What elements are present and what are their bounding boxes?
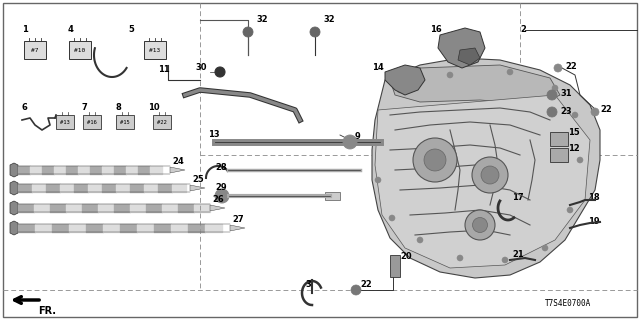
Circle shape bbox=[343, 135, 357, 149]
Circle shape bbox=[397, 87, 403, 93]
Text: T7S4E0700A: T7S4E0700A bbox=[545, 299, 591, 308]
Bar bbox=[153, 115, 171, 129]
Text: 26: 26 bbox=[212, 195, 224, 204]
Polygon shape bbox=[10, 163, 18, 177]
Text: 4: 4 bbox=[68, 25, 74, 34]
Text: 17: 17 bbox=[512, 193, 524, 202]
Text: #15: #15 bbox=[120, 121, 130, 125]
Circle shape bbox=[310, 27, 320, 37]
Polygon shape bbox=[10, 201, 18, 215]
Polygon shape bbox=[210, 205, 225, 211]
Circle shape bbox=[215, 189, 229, 203]
Text: 3: 3 bbox=[305, 280, 311, 289]
Circle shape bbox=[215, 67, 225, 77]
Text: 23: 23 bbox=[560, 107, 572, 116]
Text: 28: 28 bbox=[215, 163, 227, 172]
Bar bbox=[550, 132, 568, 146]
Text: 9: 9 bbox=[355, 132, 361, 141]
Bar bbox=[116, 115, 134, 129]
Text: FR.: FR. bbox=[38, 306, 56, 316]
Circle shape bbox=[457, 255, 463, 261]
Circle shape bbox=[481, 166, 499, 184]
Text: 30: 30 bbox=[195, 63, 207, 72]
Text: #22: #22 bbox=[157, 121, 167, 125]
Text: 8: 8 bbox=[115, 103, 121, 112]
Text: 32: 32 bbox=[323, 15, 335, 24]
Bar bbox=[83, 115, 101, 129]
Text: 22: 22 bbox=[360, 280, 372, 289]
Text: 25: 25 bbox=[192, 175, 204, 184]
Circle shape bbox=[375, 177, 381, 183]
Circle shape bbox=[472, 157, 508, 193]
Polygon shape bbox=[372, 58, 600, 278]
Text: 22: 22 bbox=[565, 62, 577, 71]
Bar bbox=[550, 148, 568, 162]
Text: 12: 12 bbox=[568, 144, 580, 153]
Polygon shape bbox=[10, 221, 18, 235]
Text: 22: 22 bbox=[600, 105, 612, 114]
Text: 32: 32 bbox=[256, 15, 268, 24]
Bar bbox=[144, 41, 166, 59]
Circle shape bbox=[447, 72, 453, 78]
Text: #13: #13 bbox=[60, 121, 70, 125]
Circle shape bbox=[351, 285, 361, 295]
Circle shape bbox=[507, 69, 513, 75]
Text: 5: 5 bbox=[128, 25, 134, 34]
Text: 11: 11 bbox=[158, 65, 170, 74]
Polygon shape bbox=[10, 181, 18, 195]
Circle shape bbox=[572, 112, 578, 118]
Text: 29: 29 bbox=[215, 183, 227, 192]
Circle shape bbox=[554, 64, 562, 72]
Text: 24: 24 bbox=[172, 157, 184, 166]
Circle shape bbox=[243, 27, 253, 37]
Text: #13: #13 bbox=[149, 49, 161, 53]
Text: 10: 10 bbox=[148, 103, 159, 112]
Bar bbox=[325, 192, 340, 200]
Circle shape bbox=[577, 157, 583, 163]
Circle shape bbox=[567, 207, 573, 213]
Polygon shape bbox=[438, 28, 485, 68]
Text: #16: #16 bbox=[87, 121, 97, 125]
Text: 19: 19 bbox=[588, 217, 600, 226]
Circle shape bbox=[413, 138, 457, 182]
Text: #10: #10 bbox=[74, 49, 86, 53]
Text: 7: 7 bbox=[82, 103, 88, 112]
Polygon shape bbox=[375, 95, 590, 268]
Bar bbox=[56, 115, 74, 129]
Circle shape bbox=[424, 149, 446, 171]
Circle shape bbox=[417, 237, 423, 243]
Circle shape bbox=[472, 218, 488, 233]
Circle shape bbox=[542, 245, 548, 251]
Circle shape bbox=[465, 210, 495, 240]
Circle shape bbox=[591, 108, 599, 116]
Circle shape bbox=[552, 85, 558, 91]
Text: 14: 14 bbox=[372, 63, 384, 72]
Bar bbox=[24, 41, 46, 59]
Text: 13: 13 bbox=[208, 130, 220, 139]
Text: 15: 15 bbox=[568, 128, 580, 137]
Bar bbox=[69, 41, 91, 59]
Text: 18: 18 bbox=[588, 193, 600, 202]
Text: 21: 21 bbox=[512, 250, 524, 259]
Polygon shape bbox=[385, 65, 425, 95]
Text: 2: 2 bbox=[520, 25, 526, 34]
Polygon shape bbox=[230, 225, 245, 231]
Polygon shape bbox=[190, 185, 205, 191]
Bar bbox=[390, 255, 400, 277]
Circle shape bbox=[547, 90, 557, 100]
Polygon shape bbox=[390, 65, 560, 105]
Text: 6: 6 bbox=[22, 103, 28, 112]
Circle shape bbox=[389, 215, 395, 221]
Circle shape bbox=[502, 257, 508, 263]
Text: 31: 31 bbox=[560, 89, 572, 98]
Text: 20: 20 bbox=[400, 252, 412, 261]
Polygon shape bbox=[170, 167, 185, 173]
Text: 16: 16 bbox=[430, 25, 442, 34]
Polygon shape bbox=[458, 48, 480, 65]
Circle shape bbox=[547, 107, 557, 117]
Text: #7: #7 bbox=[31, 49, 39, 53]
Text: 1: 1 bbox=[22, 25, 28, 34]
Text: 27: 27 bbox=[232, 215, 244, 224]
